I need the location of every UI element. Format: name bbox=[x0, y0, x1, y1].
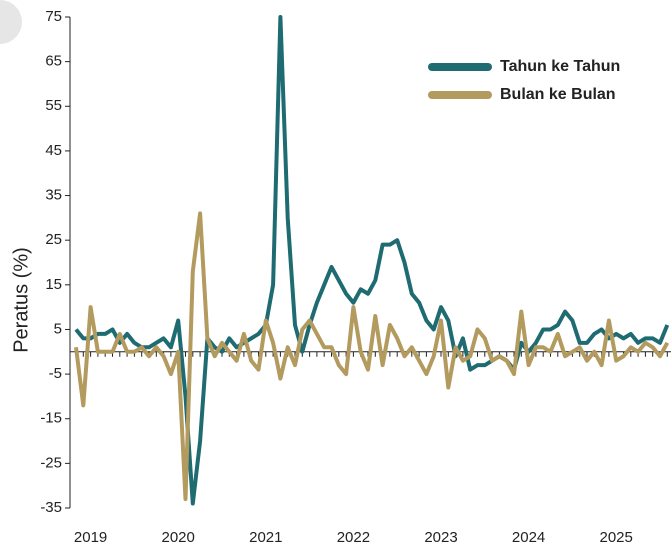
y-tick-label: 45 bbox=[45, 142, 62, 159]
y-tick-label: 55 bbox=[45, 97, 62, 114]
x-tick-label: 2024 bbox=[512, 529, 545, 546]
y-tick-label: 25 bbox=[45, 231, 62, 248]
y-tick-label: 15 bbox=[45, 276, 62, 293]
y-tick-label: -15 bbox=[40, 410, 62, 427]
x-tick-label: 2021 bbox=[249, 529, 282, 546]
legend-label: Tahun ke Tahun bbox=[500, 58, 620, 75]
y-axis-label: Peratus (%) bbox=[10, 247, 32, 353]
corner-decoration bbox=[0, 0, 22, 44]
x-tick-label: 2022 bbox=[337, 529, 370, 546]
y-tick-label: -35 bbox=[40, 499, 62, 516]
y-tick-label: 75 bbox=[45, 8, 62, 25]
series-line bbox=[74, 211, 670, 502]
y-tick-label: 35 bbox=[45, 187, 62, 204]
x-tick-label: 2020 bbox=[162, 529, 195, 546]
x-tick-label: 2025 bbox=[600, 529, 633, 546]
y-tick-label: 65 bbox=[45, 53, 62, 70]
y-tick-label: -5 bbox=[49, 365, 62, 382]
y-tick-label: 5 bbox=[54, 320, 62, 337]
x-tick-label: 2023 bbox=[424, 529, 457, 546]
y-tick-label: -25 bbox=[40, 454, 62, 471]
series-line bbox=[74, 15, 670, 506]
legend-label: Bulan ke Bulan bbox=[500, 86, 616, 103]
x-tick-label: 2019 bbox=[74, 529, 107, 546]
